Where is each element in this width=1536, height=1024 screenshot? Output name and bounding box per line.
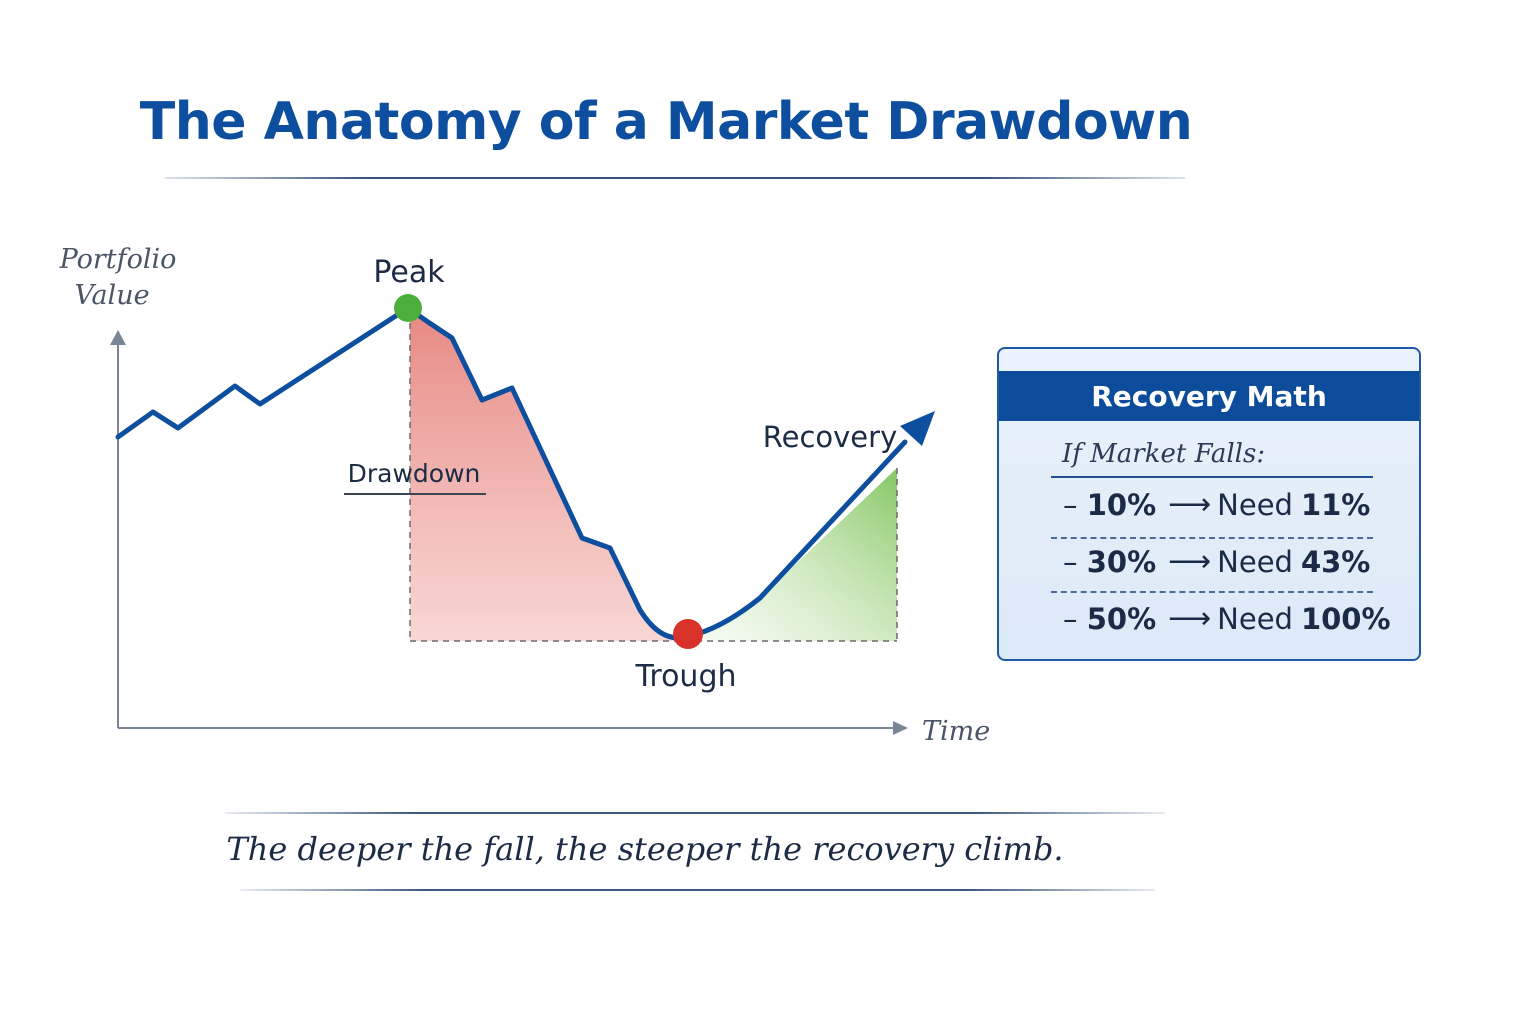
recovery-row: – 10% ⟶ Need 11%	[1063, 487, 1370, 522]
row-divider	[1051, 591, 1373, 593]
subtitle-divider	[1051, 476, 1373, 478]
page-title: The Anatomy of a Market Drawdown	[139, 92, 1193, 152]
trough-dot	[673, 619, 703, 649]
need-percent: 11%	[1300, 487, 1371, 522]
recovery-area	[688, 468, 897, 641]
need-label: Need	[1217, 487, 1293, 522]
peak-dot	[394, 294, 422, 322]
minus-icon: –	[1063, 601, 1087, 636]
portfolio-value-line	[115, 305, 908, 641]
x-axis-arrow-icon	[893, 721, 908, 735]
title-underline	[165, 177, 1185, 179]
need-percent: 100%	[1300, 601, 1391, 636]
recovery-math-subtitle: If Market Falls:	[1062, 439, 1266, 469]
x-axis-label: Time	[922, 716, 990, 747]
caption-bottom-rule	[240, 889, 1155, 891]
y-axis-arrow-icon	[110, 330, 126, 345]
recovery-math-title: Recovery Math	[999, 371, 1419, 421]
row-divider	[1051, 537, 1373, 539]
recovery-row: – 30% ⟶ Need 43%	[1063, 544, 1370, 579]
recovery-arrow-icon	[900, 411, 935, 446]
trough-label: Trough	[634, 659, 736, 694]
need-percent: 43%	[1300, 544, 1371, 579]
recovery-label: Recovery	[763, 420, 897, 454]
peak-label: Peak	[373, 255, 445, 290]
drawdown-label: Drawdown	[348, 459, 481, 488]
recovery-math-panel: Recovery Math If Market Falls: – 10% ⟶ N…	[997, 347, 1421, 661]
fall-percent: 50%	[1086, 601, 1157, 636]
right-arrow-icon: ⟶	[1168, 601, 1212, 636]
recovery-row: – 50% ⟶ Need 100%	[1063, 601, 1391, 636]
right-arrow-icon: ⟶	[1168, 544, 1212, 579]
drawdown-chart: Portfolio Value Time Peak Trough Drawdow…	[59, 244, 991, 747]
need-label: Need	[1217, 544, 1293, 579]
fall-percent: 10%	[1086, 487, 1157, 522]
need-label: Need	[1217, 601, 1293, 636]
caption-top-rule	[225, 812, 1165, 814]
caption: The deeper the fall, the steeper the rec…	[226, 830, 1064, 868]
y-axis-label-line1: Portfolio	[59, 244, 177, 275]
right-arrow-icon: ⟶	[1168, 487, 1212, 522]
minus-icon: –	[1063, 487, 1087, 522]
y-axis-label-line2: Value	[74, 280, 149, 311]
drawdown-area	[410, 312, 688, 641]
minus-icon: –	[1063, 544, 1087, 579]
fall-percent: 30%	[1086, 544, 1157, 579]
